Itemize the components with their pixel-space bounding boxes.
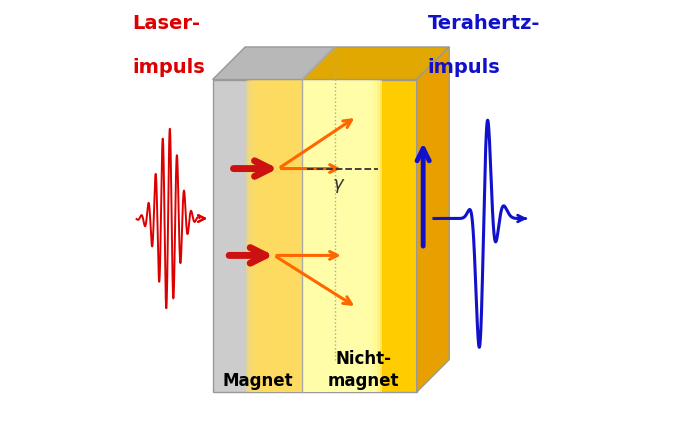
Polygon shape — [273, 80, 302, 392]
Polygon shape — [302, 80, 364, 392]
Polygon shape — [287, 80, 302, 392]
Polygon shape — [302, 80, 324, 392]
Text: magnet: magnet — [328, 372, 400, 390]
Polygon shape — [257, 80, 302, 392]
Polygon shape — [302, 80, 380, 392]
Polygon shape — [302, 80, 361, 392]
Polygon shape — [266, 80, 302, 392]
Polygon shape — [302, 80, 355, 392]
Polygon shape — [250, 80, 302, 392]
Text: Terahertz-: Terahertz- — [428, 14, 540, 33]
Polygon shape — [254, 80, 302, 392]
Polygon shape — [302, 80, 316, 392]
Polygon shape — [262, 80, 302, 392]
Polygon shape — [277, 80, 302, 392]
Polygon shape — [302, 80, 348, 392]
Polygon shape — [285, 80, 302, 392]
Polygon shape — [302, 80, 329, 392]
Text: Laser-: Laser- — [132, 14, 200, 33]
Polygon shape — [302, 80, 321, 392]
Polygon shape — [302, 80, 366, 392]
Polygon shape — [302, 80, 318, 392]
Polygon shape — [302, 80, 326, 392]
Polygon shape — [288, 80, 302, 392]
Polygon shape — [302, 80, 369, 392]
Polygon shape — [271, 80, 302, 392]
Polygon shape — [302, 80, 377, 392]
Polygon shape — [246, 80, 302, 392]
Polygon shape — [279, 80, 302, 392]
Polygon shape — [302, 80, 358, 392]
Polygon shape — [302, 80, 375, 392]
Polygon shape — [302, 80, 332, 392]
Polygon shape — [264, 80, 302, 392]
Polygon shape — [302, 80, 342, 392]
Polygon shape — [281, 80, 302, 392]
Polygon shape — [302, 80, 311, 392]
Polygon shape — [290, 80, 302, 392]
Polygon shape — [267, 80, 302, 392]
Polygon shape — [283, 80, 302, 392]
Text: Nicht-: Nicht- — [336, 350, 392, 368]
Text: impuls: impuls — [428, 58, 500, 77]
Polygon shape — [302, 80, 335, 392]
Polygon shape — [302, 47, 449, 80]
Polygon shape — [295, 80, 302, 392]
Polygon shape — [302, 80, 339, 392]
Polygon shape — [269, 80, 302, 392]
Polygon shape — [213, 80, 302, 392]
Polygon shape — [259, 80, 302, 392]
Polygon shape — [302, 80, 417, 392]
Text: γ: γ — [333, 175, 344, 193]
Polygon shape — [213, 47, 335, 80]
Polygon shape — [248, 80, 302, 392]
Polygon shape — [302, 80, 345, 392]
Text: Magnet: Magnet — [222, 372, 293, 390]
Polygon shape — [302, 80, 351, 392]
Polygon shape — [302, 80, 313, 392]
Polygon shape — [417, 47, 449, 392]
Polygon shape — [302, 80, 353, 392]
Polygon shape — [275, 80, 302, 392]
Text: impuls: impuls — [132, 58, 205, 77]
Polygon shape — [302, 80, 382, 392]
Polygon shape — [252, 80, 302, 392]
Polygon shape — [293, 80, 302, 392]
Polygon shape — [256, 80, 302, 392]
Polygon shape — [302, 80, 372, 392]
Polygon shape — [302, 80, 337, 392]
